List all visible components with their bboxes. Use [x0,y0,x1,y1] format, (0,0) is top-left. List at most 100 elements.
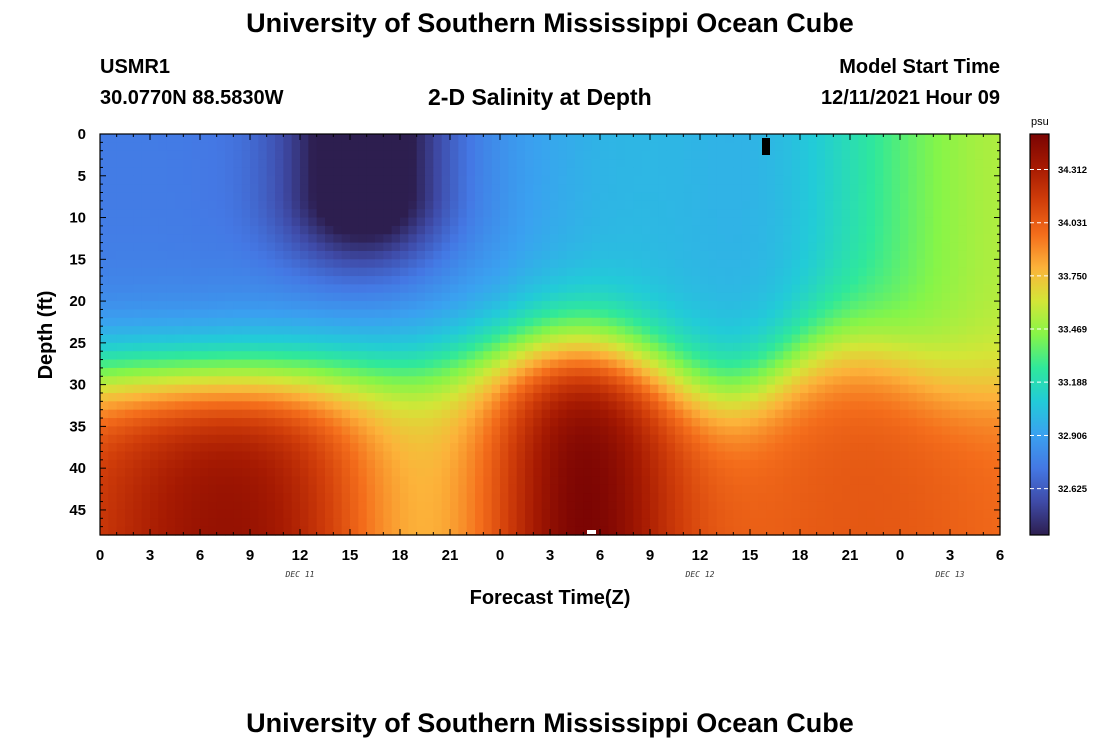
heatmap-cell [308,150,318,160]
heatmap-cell [633,367,643,377]
heatmap-cell [758,284,768,294]
heatmap-cell [391,250,401,260]
heatmap-cell [908,234,918,244]
heatmap-cell [750,418,759,427]
heatmap-cell [900,459,909,469]
heatmap-cell [291,292,301,302]
heatmap-cell [800,250,809,260]
heatmap-cell [108,367,118,377]
heatmap-cell [625,351,634,361]
heatmap-cell [983,434,993,444]
heatmap-cell [266,159,276,169]
heatmap-cell [483,468,493,478]
heatmap-cell [816,493,826,503]
heatmap-cell [100,167,109,177]
heatmap-cell [783,484,793,494]
heatmap-cell [983,426,993,436]
heatmap-cell [700,250,709,260]
heatmap-cell [108,384,118,394]
heatmap-cell [166,509,176,519]
heatmap-cell [225,468,234,478]
heatmap-cell [891,501,901,511]
heatmap-cell [541,476,551,486]
heatmap-cell [866,242,876,252]
heatmap-cell [425,451,434,461]
heatmap-cell [641,509,651,519]
heatmap-cell [983,351,993,361]
heatmap-cell [800,384,809,394]
heatmap-cell [158,426,168,436]
heatmap-cell [358,150,368,160]
heatmap-cell [566,384,576,394]
heatmap-cell [775,242,784,252]
heatmap-cell [608,459,618,469]
heatmap-cell [516,359,526,369]
heatmap-cell [333,267,343,277]
heatmap-cell [850,167,859,177]
heatmap-cell [650,150,659,160]
heatmap-cell [175,468,184,478]
heatmap-cell [941,367,951,377]
heatmap-cell [108,401,118,411]
heatmap-cell [408,234,418,244]
heatmap-cell [341,367,351,377]
heatmap-cell [916,234,926,244]
heatmap-cell [150,267,159,277]
heatmap-cell [816,301,826,311]
heatmap-cell [458,225,468,235]
heatmap-cell [450,359,459,369]
heatmap-cell [858,309,868,319]
heatmap-cell [533,426,543,436]
heatmap-cell [316,476,326,486]
heatmap-cell [608,217,618,227]
heatmap-cell [775,167,784,177]
heatmap-cell [283,334,293,344]
heatmap-cell [558,392,568,402]
heatmap-cell [283,509,293,519]
heatmap-cell [833,451,843,461]
heatmap-cell [708,468,718,478]
heatmap-cell [883,276,893,285]
heatmap-cell [741,501,751,511]
heatmap-cell [600,184,609,194]
heatmap-cell [633,326,643,336]
heatmap-cell [483,142,493,152]
heatmap-cell [883,309,893,319]
heatmap-cell [533,476,543,486]
heatmap-cell [475,392,484,402]
heatmap-cell [741,301,751,311]
heatmap-cell [575,501,584,511]
heatmap-cell [750,200,759,210]
heatmap-cell [316,359,326,369]
heatmap-cell [841,234,851,244]
heatmap-cell [366,468,376,478]
heatmap-cell [625,150,634,160]
heatmap-cell [916,426,926,436]
heatmap-cell [541,234,551,244]
heatmap-cell [158,184,168,194]
heatmap-cell [250,443,259,453]
heatmap-cell [483,359,493,369]
heatmap-cell [941,309,951,319]
heatmap-cell [616,234,626,244]
heatmap-cell [141,167,151,177]
heatmap-cell [633,284,643,294]
heatmap-cell [791,184,801,194]
heatmap-cell [600,267,609,277]
heatmap-cell [150,192,159,202]
heatmap-cell [691,359,701,369]
heatmap-cell [391,367,401,377]
heatmap-cell [450,501,459,511]
heatmap-cell [550,434,559,444]
heatmap-cell [958,167,968,177]
heatmap-cell [775,209,784,219]
heatmap-cell [933,209,943,219]
heatmap-cell [491,384,501,394]
heatmap-cell [758,234,768,244]
heatmap-cell [200,484,209,494]
heatmap-cell [508,451,518,461]
heatmap-cell [600,509,609,519]
heatmap-cell [800,376,809,386]
heatmap-cell [950,250,959,260]
heatmap-cell [358,192,368,202]
